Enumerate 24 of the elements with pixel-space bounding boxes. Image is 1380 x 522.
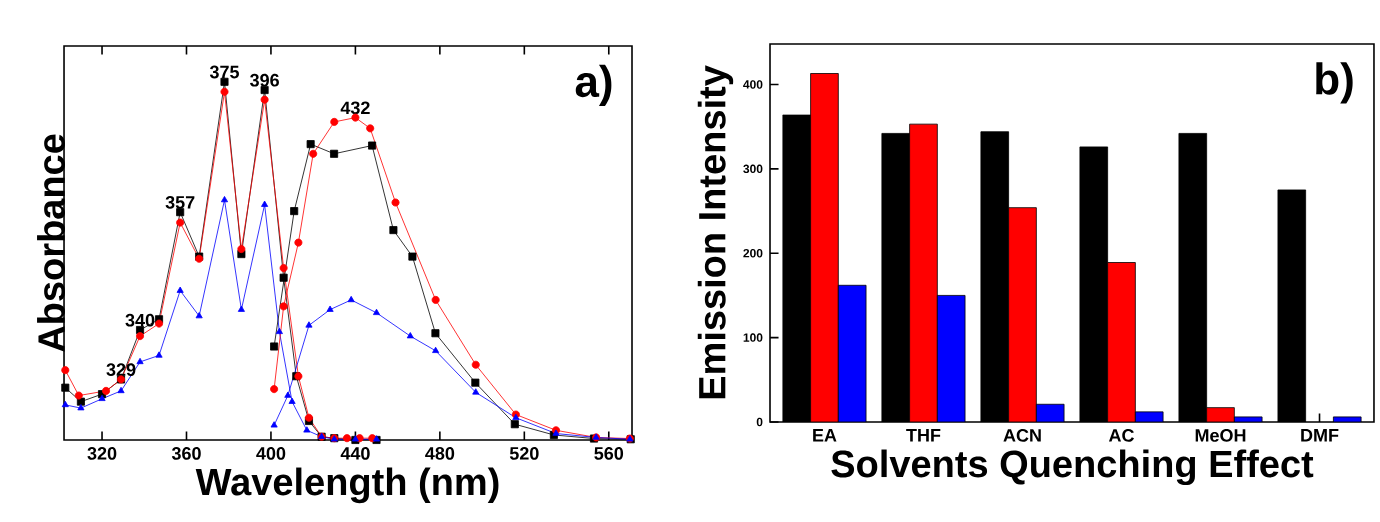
x-tick-label: 360	[171, 447, 201, 460]
annotation: a)	[575, 64, 612, 106]
x-tick-label: EA	[813, 429, 837, 442]
annotation: 340	[125, 313, 155, 327]
x-tick-label: AC	[1108, 429, 1135, 442]
x-tick-label: 400	[256, 447, 286, 460]
x-tick-label: 520	[509, 447, 539, 460]
x-tick-label: MeOH	[1195, 429, 1246, 442]
annotation: 357	[165, 195, 195, 209]
y-axis-title: Emission Intensity	[697, 65, 734, 399]
x-tick-label: 560	[594, 447, 624, 460]
x-tick-label: ACN	[1003, 429, 1041, 442]
annotation: 375	[209, 65, 239, 79]
x-tick-label: 440	[340, 447, 370, 460]
annotation: b)	[1316, 62, 1353, 104]
x-tick-label: 480	[425, 447, 455, 460]
x-tick-label: THF	[906, 429, 941, 442]
annotation: 432	[340, 101, 370, 115]
x-axis-title: Wavelength (nm)	[195, 467, 499, 504]
y-axis-title: Absorbance	[37, 134, 65, 352]
x-tick-label: DMF	[1301, 429, 1339, 442]
x-axis-title: Solvents Quenching Effect	[831, 449, 1314, 486]
annotation: 396	[250, 73, 279, 87]
x-tick-label: 320	[87, 447, 117, 460]
